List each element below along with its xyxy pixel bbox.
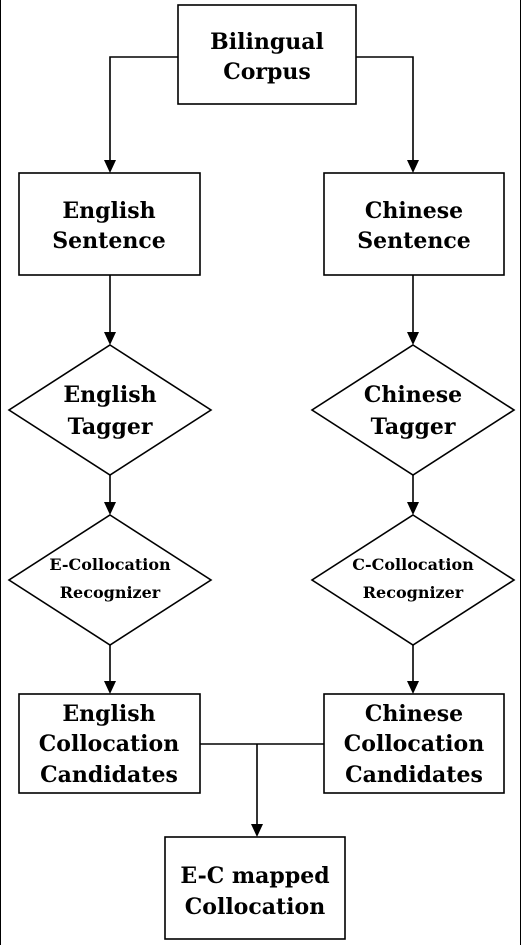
edge-corpus-to-english-sentence <box>109 56 178 162</box>
arrowhead-english-sentence <box>104 160 116 173</box>
chinese-collocation-candidates-box: Chinese Collocation Candidates <box>323 693 505 794</box>
chinese-tagger-diamond: Chinese Tagger <box>310 344 516 476</box>
chinese-candidates-line-2: Collocation <box>344 731 484 757</box>
arrowhead-chinese-tagger <box>407 332 419 345</box>
chinese-sentence-line-2: Sentence <box>357 228 470 254</box>
arrowhead-chinese-candidates <box>407 681 419 694</box>
ec-mapped-line-2: Collocation <box>185 894 325 920</box>
chinese-tagger-line-1: Chinese <box>364 382 462 408</box>
arrowhead-c-recognizer <box>407 502 419 515</box>
edge-corpus-to-chinese-sentence <box>356 56 414 162</box>
english-collocation-candidates-box: English Collocation Candidates <box>18 693 201 794</box>
english-tagger-line-2: Tagger <box>68 414 153 440</box>
bilingual-corpus-line-2: Corpus <box>223 59 311 85</box>
ec-mapped-collocation-box: E-C mapped Collocation <box>164 836 346 940</box>
ec-mapped-line-1: E-C mapped <box>180 863 329 889</box>
chinese-candidates-line-3: Candidates <box>345 762 483 788</box>
english-candidates-line-1: English <box>62 701 155 727</box>
e-recognizer-line-1: E-Collocation <box>49 555 171 574</box>
e-collocation-recognizer-diamond: E-Collocation Recognizer <box>7 514 213 646</box>
english-candidates-line-2: Collocation <box>39 731 179 757</box>
e-recognizer-line-2: Recognizer <box>60 583 161 602</box>
arrowhead-e-recognizer <box>104 502 116 515</box>
arrowhead-english-candidates <box>104 681 116 694</box>
english-tagger-diamond: English Tagger <box>7 344 213 476</box>
english-tagger-line-1: English <box>63 382 156 408</box>
chinese-sentence-line-1: Chinese <box>365 198 463 224</box>
chinese-tagger-line-2: Tagger <box>371 414 456 440</box>
chinese-sentence-box: Chinese Sentence <box>323 172 505 276</box>
bilingual-corpus-box: Bilingual Corpus <box>177 4 357 105</box>
english-sentence-line-1: English <box>62 198 155 224</box>
c-collocation-recognizer-diamond: C-Collocation Recognizer <box>310 514 516 646</box>
english-sentence-line-2: Sentence <box>52 228 165 254</box>
arrowhead-english-tagger <box>104 332 116 345</box>
english-sentence-box: English Sentence <box>18 172 201 276</box>
bilingual-corpus-line-1: Bilingual <box>210 29 324 55</box>
arrowhead-mapped-collocation <box>251 824 263 837</box>
c-recognizer-line-2: Recognizer <box>363 583 464 602</box>
c-recognizer-line-1: C-Collocation <box>352 555 474 574</box>
arrowhead-chinese-sentence <box>407 160 419 173</box>
english-candidates-line-3: Candidates <box>40 762 178 788</box>
chinese-candidates-line-1: Chinese <box>365 701 463 727</box>
